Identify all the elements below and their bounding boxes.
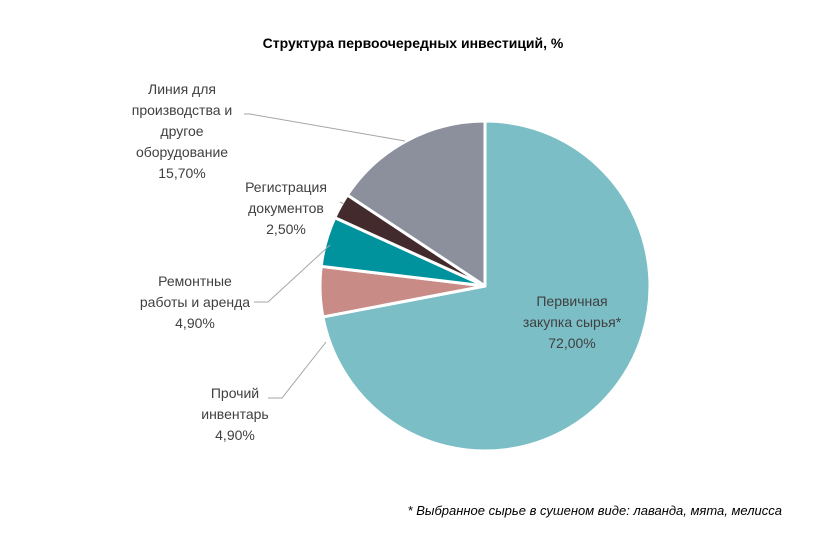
slice-name-line: Первичная bbox=[536, 293, 607, 309]
slice-labels: Первичная закупка сырья* 72,00% Прочий инвен… bbox=[132, 81, 622, 443]
pie-slices bbox=[318, 119, 652, 453]
leader-line-3 bbox=[339, 201, 345, 205]
slice-value-label: 2,50% bbox=[266, 221, 306, 237]
leader-lines bbox=[244, 113, 406, 399]
slice-label-4: Линия для производства и другое оборудовани… bbox=[132, 81, 233, 181]
pie-slice-4 bbox=[345, 119, 487, 288]
slice-name-line: оборудование bbox=[136, 144, 228, 160]
footnote: * Выбранное сырье в сушеном виде: лаванд… bbox=[407, 503, 782, 518]
slice-name-line: закупка сырья* bbox=[523, 314, 622, 330]
slice-name-line: документов bbox=[248, 200, 324, 216]
slice-value-label: 4,90% bbox=[175, 315, 215, 331]
slice-label-0: Первичная закупка сырья* 72,00% bbox=[523, 293, 622, 351]
slice-name-line: производства и bbox=[132, 102, 233, 118]
leader-line-4 bbox=[244, 113, 406, 142]
slice-value-label: 15,70% bbox=[158, 165, 205, 181]
leader-line-1 bbox=[268, 341, 327, 399]
slice-name-line: другое bbox=[160, 123, 203, 139]
slice-value-label: 72,00% bbox=[548, 335, 595, 351]
slice-name-line: работы и аренда bbox=[140, 294, 250, 310]
leader-line-2 bbox=[254, 244, 331, 303]
slice-label-1: Прочий инвентарь 4,90% bbox=[201, 385, 268, 443]
slice-name-line: инвентарь bbox=[201, 406, 268, 422]
slice-label-3: Регистрация документов 2,50% bbox=[245, 179, 327, 237]
slice-value-label: 4,90% bbox=[215, 427, 255, 443]
slice-label-2: Ремонтные работы и аренда 4,90% bbox=[140, 273, 250, 331]
slice-name-line: Ремонтные bbox=[158, 273, 232, 289]
slice-name-line: Прочий bbox=[211, 385, 259, 401]
chart-title: Структура первоочередных инвестиций, % bbox=[262, 35, 564, 51]
slice-name-line: Регистрация bbox=[245, 179, 327, 195]
slice-name-line: Линия для bbox=[148, 81, 216, 97]
